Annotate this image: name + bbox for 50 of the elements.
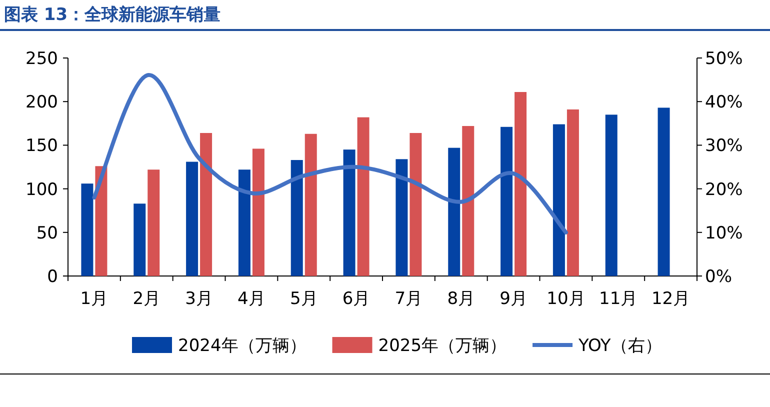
- legend-label: 2024年（万辆）: [178, 336, 306, 356]
- legend-label: 2025年（万辆）: [378, 336, 507, 356]
- bar: [500, 126, 513, 276]
- y2-tick-label: 20%: [705, 180, 743, 200]
- bar: [552, 124, 565, 276]
- bar: [148, 170, 160, 276]
- x-tick-label: 12月: [651, 289, 690, 309]
- x-tick-label: 6月: [342, 289, 370, 309]
- bar: [566, 109, 579, 276]
- bar: [343, 150, 356, 276]
- bar: [396, 159, 408, 276]
- bar: [448, 148, 460, 276]
- y-tick-label: 0: [47, 267, 58, 287]
- y2-tick-label: 40%: [705, 92, 743, 113]
- bar: [357, 117, 370, 276]
- y2-tick-label: 30%: [705, 136, 743, 156]
- x-tick-label: 9月: [500, 289, 528, 309]
- y2-tick-label: 10%: [705, 223, 743, 244]
- chart-title: 图表 13：全球新能源车销量: [4, 5, 221, 25]
- x-tick-label: 1月: [80, 289, 108, 309]
- bar: [238, 170, 250, 276]
- x-tick-label: 5月: [290, 289, 318, 309]
- y2-tick-label: 50%: [705, 49, 743, 69]
- bar: [81, 184, 94, 276]
- legend-label: YOY（右）: [578, 336, 662, 356]
- y-tick-label: 100: [26, 180, 58, 200]
- bar: [290, 160, 303, 276]
- bar: [410, 132, 422, 276]
- x-tick-label: 8月: [447, 289, 476, 309]
- x-tick-label: 2月: [132, 289, 161, 309]
- bar: [200, 132, 212, 276]
- y-tick-label: 250: [26, 49, 58, 69]
- y-tick-label: 50: [36, 223, 58, 244]
- x-tick-label: 10月: [546, 289, 586, 309]
- bar: [658, 108, 670, 276]
- y-tick-label: 200: [26, 92, 58, 113]
- bar: [134, 204, 146, 276]
- bar: [252, 148, 264, 276]
- x-tick-label: 7月: [394, 289, 423, 309]
- x-tick-label: 11月: [599, 289, 638, 309]
- bar: [462, 126, 474, 276]
- bar: [186, 162, 198, 276]
- bar: [514, 92, 527, 276]
- y-tick-label: 150: [26, 136, 58, 156]
- bar: [95, 166, 108, 276]
- x-tick-label: 3月: [185, 289, 213, 309]
- bar: [304, 134, 317, 276]
- bar: [605, 114, 618, 276]
- y2-tick-label: 0%: [705, 267, 732, 287]
- x-tick-label: 4月: [238, 289, 266, 309]
